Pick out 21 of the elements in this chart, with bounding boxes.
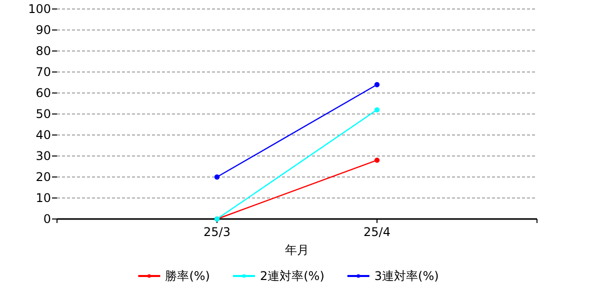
legend-label: 2連対率(%) <box>260 269 324 283</box>
y-tick-label: 70 <box>36 65 51 79</box>
y-tick-label: 0 <box>43 212 51 226</box>
y-tick-label: 60 <box>36 86 51 100</box>
y-tick-label: 80 <box>36 44 51 58</box>
y-tick-label: 10 <box>36 191 51 205</box>
y-tick-label: 30 <box>36 149 51 163</box>
point <box>374 158 380 163</box>
x-tick-label: 25/3 <box>204 225 230 239</box>
y-tick-label: 20 <box>36 170 51 184</box>
y-tick-label: 100 <box>28 2 51 16</box>
y-tick-label: 40 <box>36 128 51 142</box>
y-tick-label: 90 <box>36 23 51 37</box>
point <box>374 82 380 88</box>
point <box>374 107 380 112</box>
legend-label: 勝率(%) <box>165 269 210 283</box>
x-tick-label: 25/4 <box>364 225 390 239</box>
y-tick-label: 50 <box>36 107 51 121</box>
point <box>214 174 220 180</box>
x-axis-title: 年月 <box>285 243 309 257</box>
legend-label: 3連対率(%) <box>374 269 439 283</box>
